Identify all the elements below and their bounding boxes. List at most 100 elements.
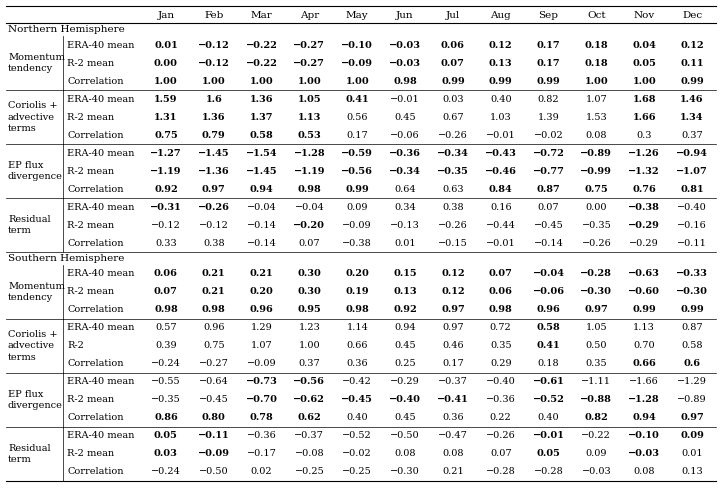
Text: −1.28: −1.28 xyxy=(294,148,325,158)
Text: −0.09: −0.09 xyxy=(198,449,230,458)
Text: ERA-40 mean: ERA-40 mean xyxy=(67,323,134,332)
Text: 1.05: 1.05 xyxy=(586,323,607,332)
Text: 1.05: 1.05 xyxy=(297,95,321,104)
Text: −0.26: −0.26 xyxy=(486,432,516,440)
Text: 0.02: 0.02 xyxy=(251,468,272,477)
Text: 1.29: 1.29 xyxy=(251,323,272,332)
Text: Momentum
tendency: Momentum tendency xyxy=(8,282,65,302)
Text: 0.01: 0.01 xyxy=(682,449,703,458)
Text: −0.50: −0.50 xyxy=(199,468,229,477)
Text: −0.38: −0.38 xyxy=(342,239,372,248)
Text: 0.17: 0.17 xyxy=(536,59,560,67)
Text: −0.40: −0.40 xyxy=(389,395,421,405)
Text: 0.17: 0.17 xyxy=(347,130,368,139)
Text: −0.56: −0.56 xyxy=(293,377,326,386)
Text: 1.03: 1.03 xyxy=(490,113,512,122)
Text: 0.12: 0.12 xyxy=(489,41,513,50)
Text: −0.14: −0.14 xyxy=(534,239,563,248)
Text: 1.36: 1.36 xyxy=(250,95,274,104)
Text: −0.26: −0.26 xyxy=(198,202,230,211)
Text: −0.06: −0.06 xyxy=(533,288,565,297)
Text: −0.25: −0.25 xyxy=(295,468,324,477)
Text: −0.47: −0.47 xyxy=(438,432,468,440)
Text: −1.45: −1.45 xyxy=(198,148,230,158)
Text: −0.12: −0.12 xyxy=(198,59,230,67)
Text: 0.00: 0.00 xyxy=(154,59,178,67)
Text: 0.76: 0.76 xyxy=(632,185,656,193)
Text: 0.17: 0.17 xyxy=(442,360,464,369)
Text: 0.6: 0.6 xyxy=(684,360,700,369)
Text: 1.07: 1.07 xyxy=(251,342,272,351)
Text: 1.00: 1.00 xyxy=(299,342,321,351)
Text: 0.94: 0.94 xyxy=(394,323,416,332)
Text: 1.00: 1.00 xyxy=(202,76,225,85)
Text: 0.18: 0.18 xyxy=(585,59,608,67)
Text: 1.00: 1.00 xyxy=(345,76,369,85)
Text: 1.31: 1.31 xyxy=(155,113,178,122)
Text: 0.06: 0.06 xyxy=(154,269,178,278)
Text: −1.11: −1.11 xyxy=(581,377,612,386)
Text: −0.31: −0.31 xyxy=(150,202,182,211)
Text: 0.13: 0.13 xyxy=(393,288,417,297)
Text: 0.19: 0.19 xyxy=(345,288,369,297)
Text: −0.11: −0.11 xyxy=(677,239,707,248)
Text: −0.03: −0.03 xyxy=(389,59,421,67)
Text: Mar: Mar xyxy=(251,10,272,19)
Text: −0.77: −0.77 xyxy=(533,167,565,176)
Text: −0.37: −0.37 xyxy=(295,432,324,440)
Text: 0.20: 0.20 xyxy=(250,288,274,297)
Text: 0.03: 0.03 xyxy=(442,95,464,104)
Text: −0.35: −0.35 xyxy=(151,395,180,405)
Text: 0.99: 0.99 xyxy=(489,76,513,85)
Text: 0.82: 0.82 xyxy=(585,414,609,423)
Text: −0.44: −0.44 xyxy=(486,221,516,230)
Text: 0.12: 0.12 xyxy=(441,269,465,278)
Text: Correlation: Correlation xyxy=(67,468,123,477)
Text: −0.27: −0.27 xyxy=(293,41,326,50)
Text: 1.00: 1.00 xyxy=(297,76,321,85)
Text: Residual
term: Residual term xyxy=(8,444,51,464)
Text: Jan: Jan xyxy=(157,10,175,19)
Text: 0.04: 0.04 xyxy=(632,41,656,50)
Text: Coriolis +
advective
terms: Coriolis + advective terms xyxy=(8,330,58,362)
Text: 1.6: 1.6 xyxy=(205,95,222,104)
Text: −0.26: −0.26 xyxy=(438,130,468,139)
Text: 1.23: 1.23 xyxy=(298,323,321,332)
Text: −0.28: −0.28 xyxy=(534,468,563,477)
Text: 0.01: 0.01 xyxy=(154,41,178,50)
Text: 0.50: 0.50 xyxy=(586,342,607,351)
Text: −0.04: −0.04 xyxy=(533,269,565,278)
Text: −0.02: −0.02 xyxy=(342,449,372,458)
Text: −0.34: −0.34 xyxy=(437,148,469,158)
Text: −0.34: −0.34 xyxy=(389,167,421,176)
Text: 0.07: 0.07 xyxy=(489,269,513,278)
Text: −1.66: −1.66 xyxy=(630,377,659,386)
Text: 0.97: 0.97 xyxy=(585,306,609,314)
Text: 0.98: 0.98 xyxy=(297,185,321,193)
Text: Momentum
tendency: Momentum tendency xyxy=(8,53,65,73)
Text: 0.37: 0.37 xyxy=(298,360,321,369)
Text: −0.52: −0.52 xyxy=(342,432,372,440)
Text: −0.73: −0.73 xyxy=(245,377,277,386)
Text: Correlation: Correlation xyxy=(67,76,123,85)
Text: −0.12: −0.12 xyxy=(151,221,180,230)
Text: −0.01: −0.01 xyxy=(486,130,516,139)
Text: 0.41: 0.41 xyxy=(536,342,560,351)
Text: −0.36: −0.36 xyxy=(247,432,277,440)
Text: 0.38: 0.38 xyxy=(442,202,464,211)
Text: −0.50: −0.50 xyxy=(391,432,420,440)
Text: 0.09: 0.09 xyxy=(586,449,607,458)
Text: −0.56: −0.56 xyxy=(342,167,373,176)
Text: −0.94: −0.94 xyxy=(676,148,708,158)
Text: 0.75: 0.75 xyxy=(203,342,225,351)
Text: Correlation: Correlation xyxy=(67,130,123,139)
Text: 0.99: 0.99 xyxy=(632,306,656,314)
Text: 0.97: 0.97 xyxy=(442,323,464,332)
Text: −0.04: −0.04 xyxy=(247,202,277,211)
Text: −0.30: −0.30 xyxy=(390,468,420,477)
Text: 0.45: 0.45 xyxy=(394,342,416,351)
Text: −0.36: −0.36 xyxy=(389,148,421,158)
Text: R-2: R-2 xyxy=(67,342,84,351)
Text: −0.45: −0.45 xyxy=(534,221,563,230)
Text: 0.62: 0.62 xyxy=(297,414,321,423)
